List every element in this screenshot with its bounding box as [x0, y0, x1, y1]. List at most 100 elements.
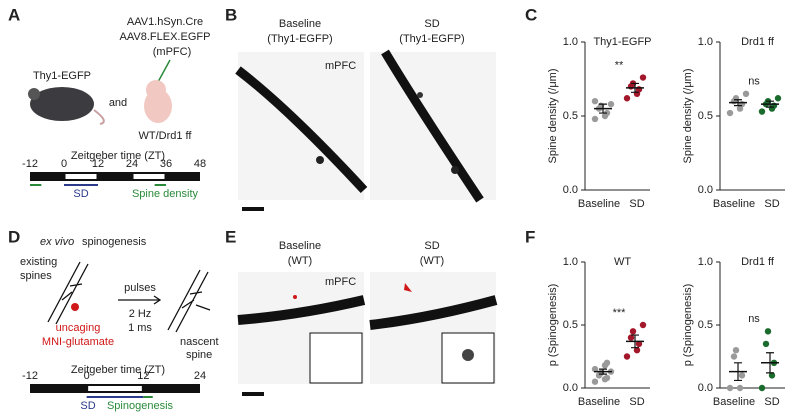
- x-tick-label: SD: [629, 396, 644, 408]
- timeline-tick: 12: [92, 158, 104, 170]
- text: WT/Drd1 ff: [139, 130, 193, 142]
- text: AAV8.FLEX.EGFP: [120, 31, 211, 43]
- x-tick-label: Baseline: [578, 396, 620, 408]
- data-point: [742, 90, 750, 98]
- data-point: [591, 378, 599, 385]
- data-point: [768, 372, 776, 379]
- text: MNI-glutamate: [42, 336, 114, 348]
- text: Zeitgeber time (ZT): [71, 150, 165, 162]
- text: AAV1.hSyn.Cre: [127, 16, 203, 28]
- text: (Thy1-EGFP): [399, 33, 464, 45]
- chart-title: Drd1 ff: [741, 256, 775, 268]
- timeline-tick: 48: [194, 158, 206, 170]
- data-point: [762, 340, 770, 348]
- text: (Thy1-EGFP): [267, 33, 332, 45]
- text: uncaging: [56, 322, 101, 334]
- data-point: [627, 334, 635, 341]
- timeline-tick: -12: [22, 158, 38, 170]
- text: and: [109, 97, 127, 109]
- error-bar: [631, 334, 639, 349]
- text: spine: [186, 349, 212, 361]
- significance: ns: [748, 76, 760, 88]
- data-point: [738, 100, 746, 108]
- y-tick-label: 1.0: [563, 36, 578, 48]
- micrograph: [235, 49, 496, 203]
- y-tick-label: 0.5: [563, 319, 578, 331]
- y-axis-label: Spine density (/μm): [547, 69, 559, 164]
- text: mPFC: [325, 276, 356, 288]
- text: spinogenesis: [82, 236, 147, 248]
- x-tick-label: SD: [629, 198, 644, 210]
- data-point: [591, 98, 599, 105]
- data-point: [770, 102, 778, 109]
- y-tick-label: 0.0: [698, 382, 713, 394]
- uncaging-spot: [71, 303, 79, 311]
- y-tick-label: 0.0: [698, 184, 713, 196]
- data-point: [591, 365, 599, 373]
- y-tick-label: 0.0: [563, 382, 578, 394]
- y-axis-label: Spine density (/μm): [682, 69, 694, 164]
- y-tick-label: 0.5: [698, 110, 713, 122]
- text: pulses: [124, 282, 156, 294]
- data-point: [639, 321, 647, 329]
- y-tick-label: 1.0: [698, 256, 713, 268]
- data-point: [639, 74, 647, 81]
- data-point: [635, 86, 643, 93]
- data-point: [726, 384, 734, 392]
- timeline-label: Spine density: [132, 188, 199, 200]
- y-tick-label: 1.0: [698, 36, 713, 48]
- text: mPFC: [325, 60, 356, 72]
- significance: ***: [613, 307, 627, 319]
- data-point: [730, 353, 738, 360]
- panel-label: F: [525, 227, 535, 246]
- panel-label: C: [525, 5, 537, 24]
- error-bar: [599, 103, 607, 114]
- text: spines: [20, 270, 52, 282]
- text: SD: [424, 240, 439, 252]
- injection: [157, 59, 171, 83]
- dendrite-sketch: [47, 261, 211, 333]
- x-tick-label: SD: [764, 198, 779, 210]
- error-bar: [766, 352, 774, 374]
- data-point: [603, 374, 611, 382]
- data-point: [629, 328, 637, 335]
- text: ex vivo: [40, 236, 74, 248]
- y-tick-label: 0.5: [563, 110, 578, 122]
- x-tick-label: Baseline: [578, 198, 620, 210]
- light-phase: [65, 174, 97, 179]
- error-bar: [734, 362, 742, 382]
- error-bar: [766, 100, 774, 108]
- data-point: [591, 115, 599, 123]
- timeline-tick: 24: [126, 158, 138, 170]
- data-point: [726, 109, 734, 117]
- text: Zeitgeber time (ZT): [71, 364, 165, 376]
- timeline-label: SD: [73, 188, 88, 200]
- micrograph: [237, 272, 498, 384]
- x-tick-label: Baseline: [713, 396, 755, 408]
- text: Thy1-EGFP: [33, 70, 91, 82]
- data-point: [635, 340, 643, 348]
- data-point: [732, 347, 740, 354]
- data-point: [774, 95, 782, 102]
- data-point: [603, 359, 611, 366]
- timeline-tick: 36: [160, 158, 172, 170]
- timeline-tick: 0: [61, 158, 67, 170]
- y-tick-label: 0.5: [698, 319, 713, 331]
- y-axis-label: p (Spinogenesis): [547, 284, 559, 367]
- light-phase: [201, 386, 256, 391]
- data-point: [736, 384, 744, 392]
- text: 1 ms: [128, 322, 152, 334]
- scale-bar: [242, 207, 264, 211]
- timeline-tick: 12: [137, 370, 149, 382]
- text: (WT): [288, 255, 312, 267]
- text: Baseline: [279, 240, 321, 252]
- pup-icon: [144, 80, 172, 123]
- panel-label: E: [225, 227, 236, 246]
- timeline-bar: [30, 172, 200, 181]
- error-bar: [631, 82, 639, 93]
- significance: ns: [748, 313, 760, 325]
- timeline-tick: 24: [194, 370, 206, 382]
- timeline-tick: 0: [84, 370, 90, 382]
- data-point: [623, 95, 631, 102]
